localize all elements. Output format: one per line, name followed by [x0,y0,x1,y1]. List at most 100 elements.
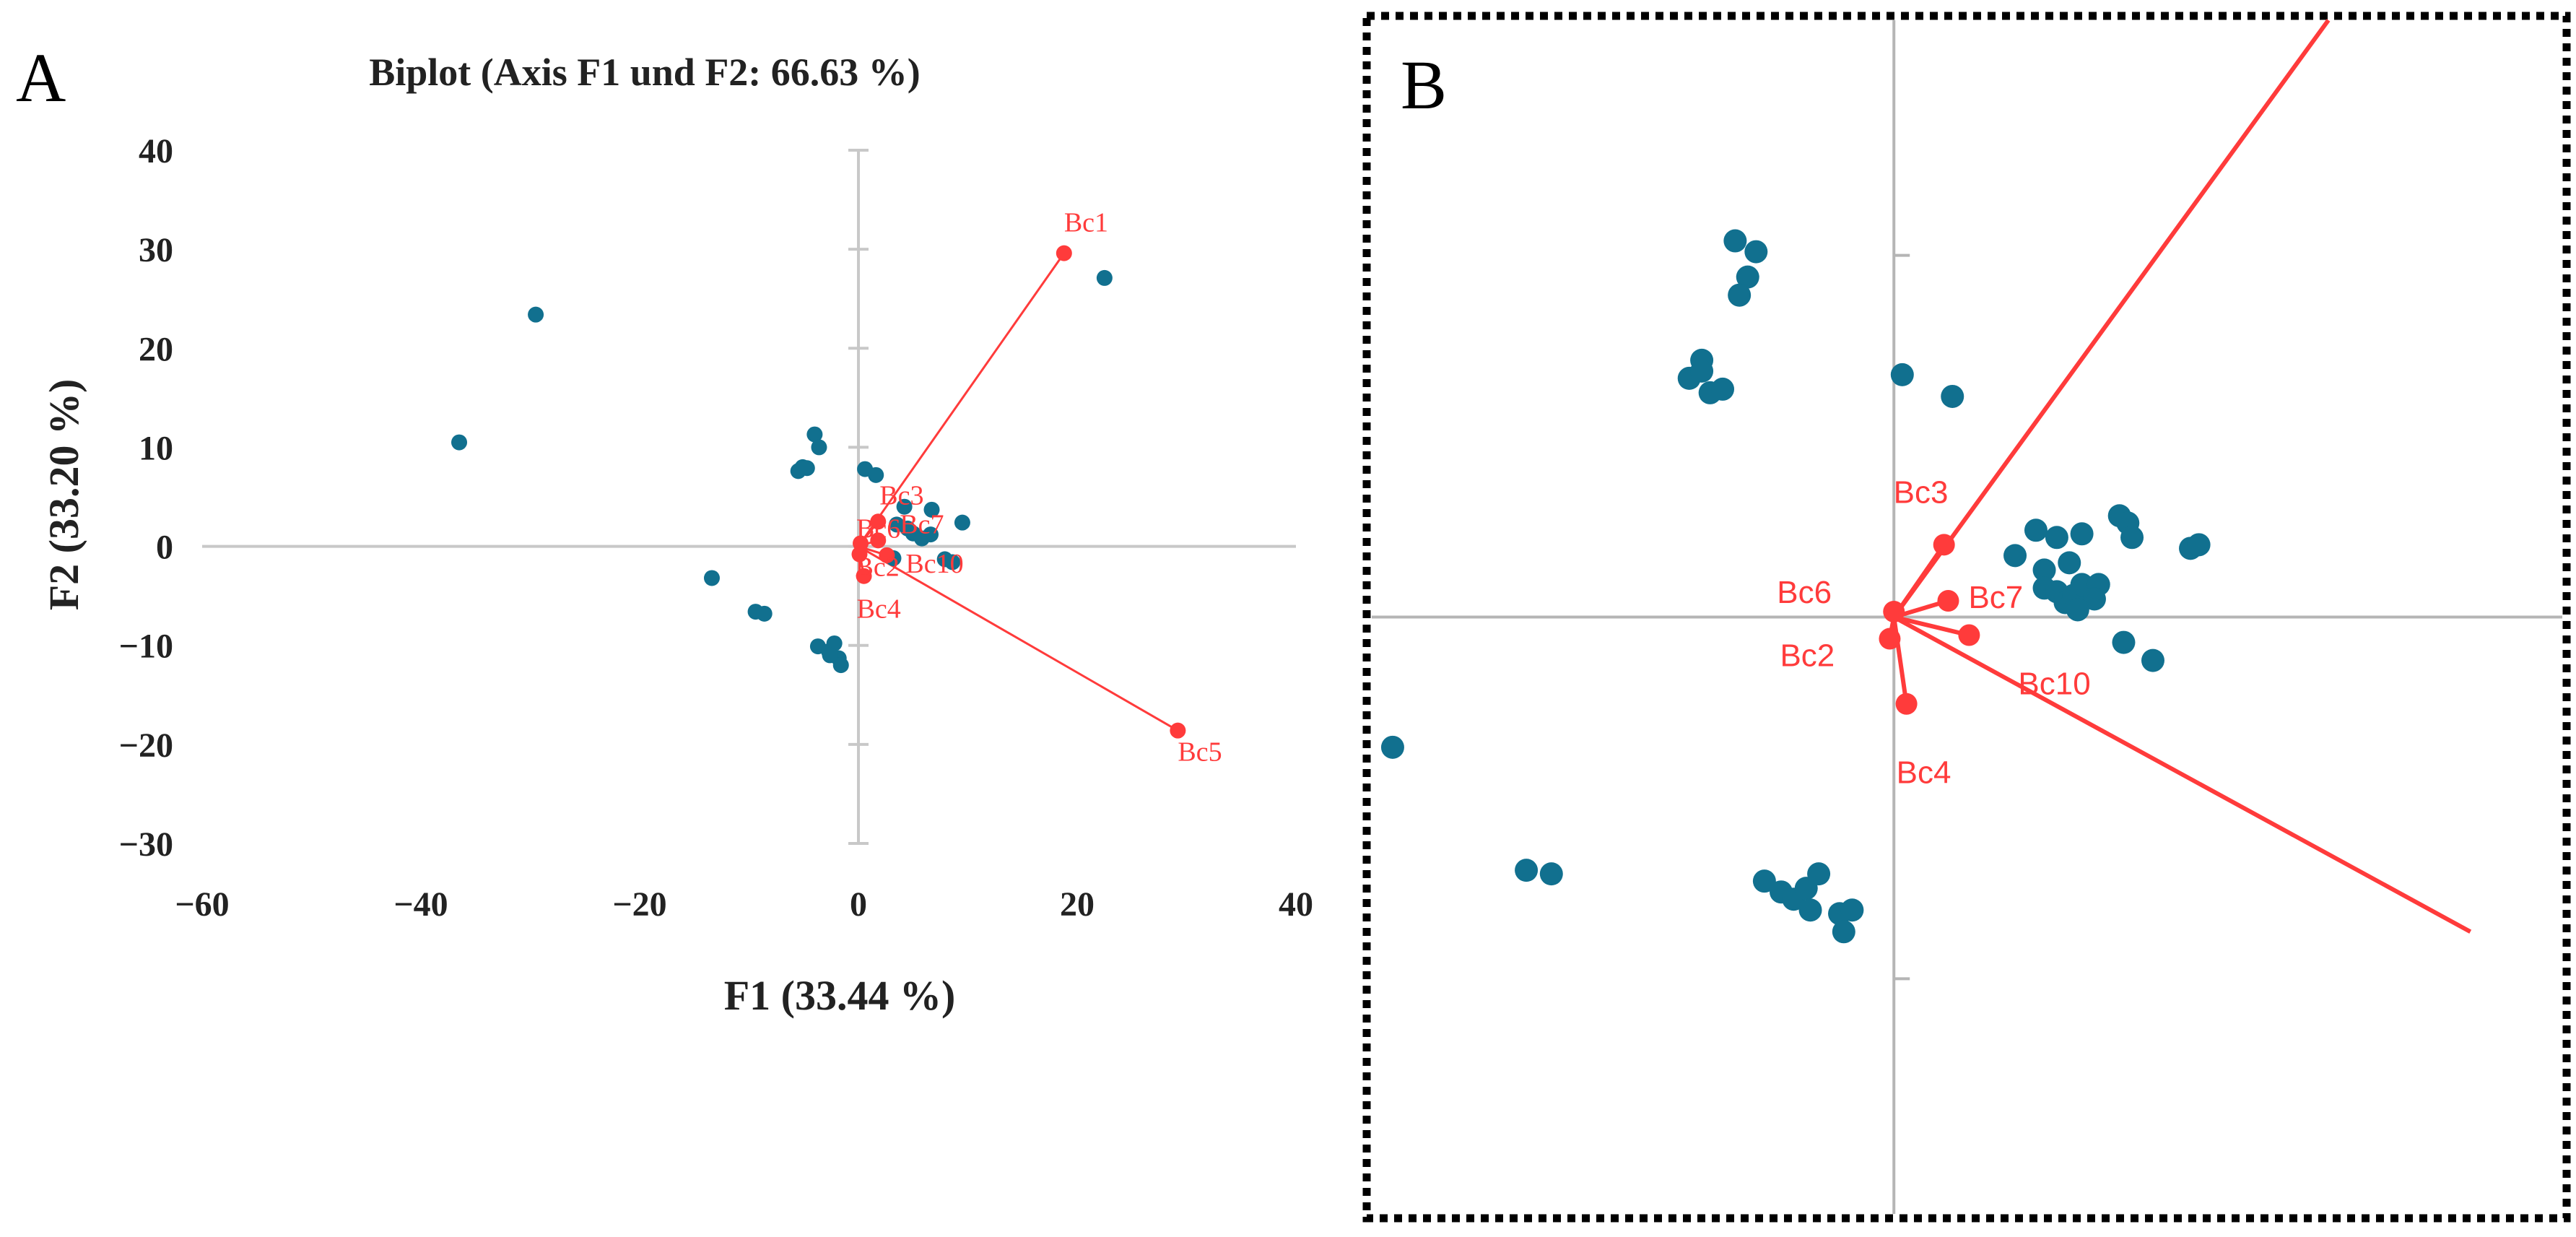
panel-b-label-bc4: Bc4 [1897,755,1951,791]
panel-b-variable-point-bc2 [1879,628,1901,650]
panel-b-points [1380,229,2211,944]
panel-a-label-bc1: Bc1 [1064,208,1108,238]
panel-a-observation-point [811,439,827,456]
panel-a-observation-point [954,514,970,531]
panel-b-observation-point [2045,526,2068,550]
panel-b-observation-point [2058,551,2081,575]
panel-a-observation-point [868,466,884,483]
panel-b-label-bc2: Bc2 [1780,638,1835,674]
panel-a-y-tick-label: 20 [139,330,173,368]
panel-b-observation-point [2032,558,2056,582]
panel-a-xlabel: F1 (33.44 %) [724,972,956,1019]
panel-b-observation-point [1832,920,1855,944]
panel-a-observation-point [451,434,468,451]
panel-a-x-tick-label: 40 [1279,885,1313,924]
panel-a-observation-point [896,498,913,515]
panel-a-y-tick-label: 0 [156,529,173,567]
panel-b-variable-labels: Bc3 Bc6 Bc7 Bc2 Bc10 Bc4 [1777,474,2090,790]
panel-b-label-bc6: Bc6 [1777,575,1832,610]
panel-b-label-bc7: Bc7 [1968,580,2023,615]
panel-a-x-tick-label: −40 [393,885,448,924]
panel-a-x-tick-label: −60 [175,885,229,924]
panel-b-observation-point [1736,265,1759,289]
panel-b-observation-point [2112,630,2136,654]
panel-a-label-bc6: Bc6 [856,513,900,544]
panel-a-letter: A [16,39,66,116]
panel-a-variable-point-bc10 [879,547,895,563]
panel-a-variable-point-bc4 [856,568,872,584]
panel-a: A Biplot (Axis F1 und F2: 66.63 %) F1 (3… [16,39,1313,1019]
panel-b-label-bc10: Bc10 [2018,667,2090,702]
panel-a-vector-bc1 [857,252,1066,547]
panel-a-observation-point [923,501,940,518]
panel-a-label-bc7: Bc7 [900,509,944,539]
panel-a-observation-point [806,426,823,443]
panel-a-observation-point [799,460,815,477]
panel-b-observation-point [1840,898,1864,922]
panel-a-observation-point [822,647,838,664]
panel-a-axes: −30 −20 −10 0 10 20 30 40 −60 −40 −20 0 20 40 [119,132,1313,924]
panel-b-label-bc3: Bc3 [1894,474,1949,510]
panel-b-observation-point [1798,898,1822,922]
panel-b: B Bc3 Bc6 Bc7 Bc2 Bc10 Bc4 [1362,12,2571,1223]
panel-a-title: Biplot (Axis F1 und F2: 66.63 %) [369,51,921,94]
panel-b-observation-point [1539,862,1563,886]
panel-b-observation-point [1744,240,1768,264]
panel-a-variable-point-bc1 [1056,245,1072,261]
panel-a-observation-point [703,570,720,586]
panel-b-axes [1372,20,2562,1214]
panel-a-label-bc10: Bc10 [905,549,963,579]
panel-a-label-bc2: Bc2 [856,552,900,583]
panel-b-observation-point [1752,869,1776,893]
panel-b-observation-point [2070,522,2094,546]
panel-a-x-tick-label: 20 [1060,885,1095,924]
panel-b-observation-point [1728,283,1752,307]
panel-b-observation-point [2141,648,2164,672]
panel-b-vector-bc5 [1892,615,2472,934]
panel-b-dotted-frame [1362,12,2571,1223]
panel-a-y-tick-label: 10 [139,429,173,467]
panel-a-label-bc3: Bc3 [879,480,923,511]
panel-b-vectors [1887,19,2472,934]
panel-b-letter: B [1401,46,1447,123]
panel-b-observation-point [1723,229,1747,253]
panel-b-observation-point [1890,363,1914,386]
panel-a-observation-point [756,605,773,622]
panel-a-variable-point-bc2 [851,546,868,563]
panel-a-observation-point [528,306,544,323]
panel-b-observation-point [1711,377,1735,401]
panel-b-variable-point-bc10 [1958,624,1980,646]
panel-b-observation-point [2120,526,2144,550]
panel-b-observation-point [1941,384,1964,408]
panel-a-x-tick-label: −20 [612,885,666,924]
panel-b-observation-point [2024,518,2048,542]
panel-b-observation-point [1380,735,1404,759]
panel-b-observation-point [2187,533,2211,557]
panel-a-y-tick-label: −30 [119,825,173,864]
panel-b-observation-point [2066,598,2089,622]
panel-b-variable-point-bc3 [1933,534,1955,556]
panel-b-observation-point [1515,859,1539,882]
panel-a-variable-point-bc3 [870,513,887,530]
panel-a-label-bc5: Bc5 [1178,737,1222,768]
panel-b-observation-point [2082,587,2106,611]
panel-b-variable-point-bc7 [1937,589,1959,612]
panel-a-observation-point [1096,269,1113,286]
panel-b-variable-point-bc4 [1895,693,1918,715]
panel-a-variable-point-bc7 [870,532,887,549]
panel-a-label-bc4: Bc4 [857,594,901,625]
panel-a-observation-point [944,554,961,570]
panel-b-observation-point [1807,862,1831,886]
panel-a-y-tick-label: 40 [139,132,173,170]
panel-a-y-tick-label: −10 [119,628,173,666]
panel-a-y-tick-label: −20 [119,726,173,765]
panel-a-observation-point [922,526,939,543]
panel-b-observation-point [1690,359,1714,383]
panel-a-vector-bc5 [858,545,1179,732]
panel-b-vector-bc1 [1892,19,2331,619]
panel-a-observation-point [832,657,849,674]
panel-a-y-tick-label: 30 [139,231,173,269]
panel-a-points [451,245,1186,739]
